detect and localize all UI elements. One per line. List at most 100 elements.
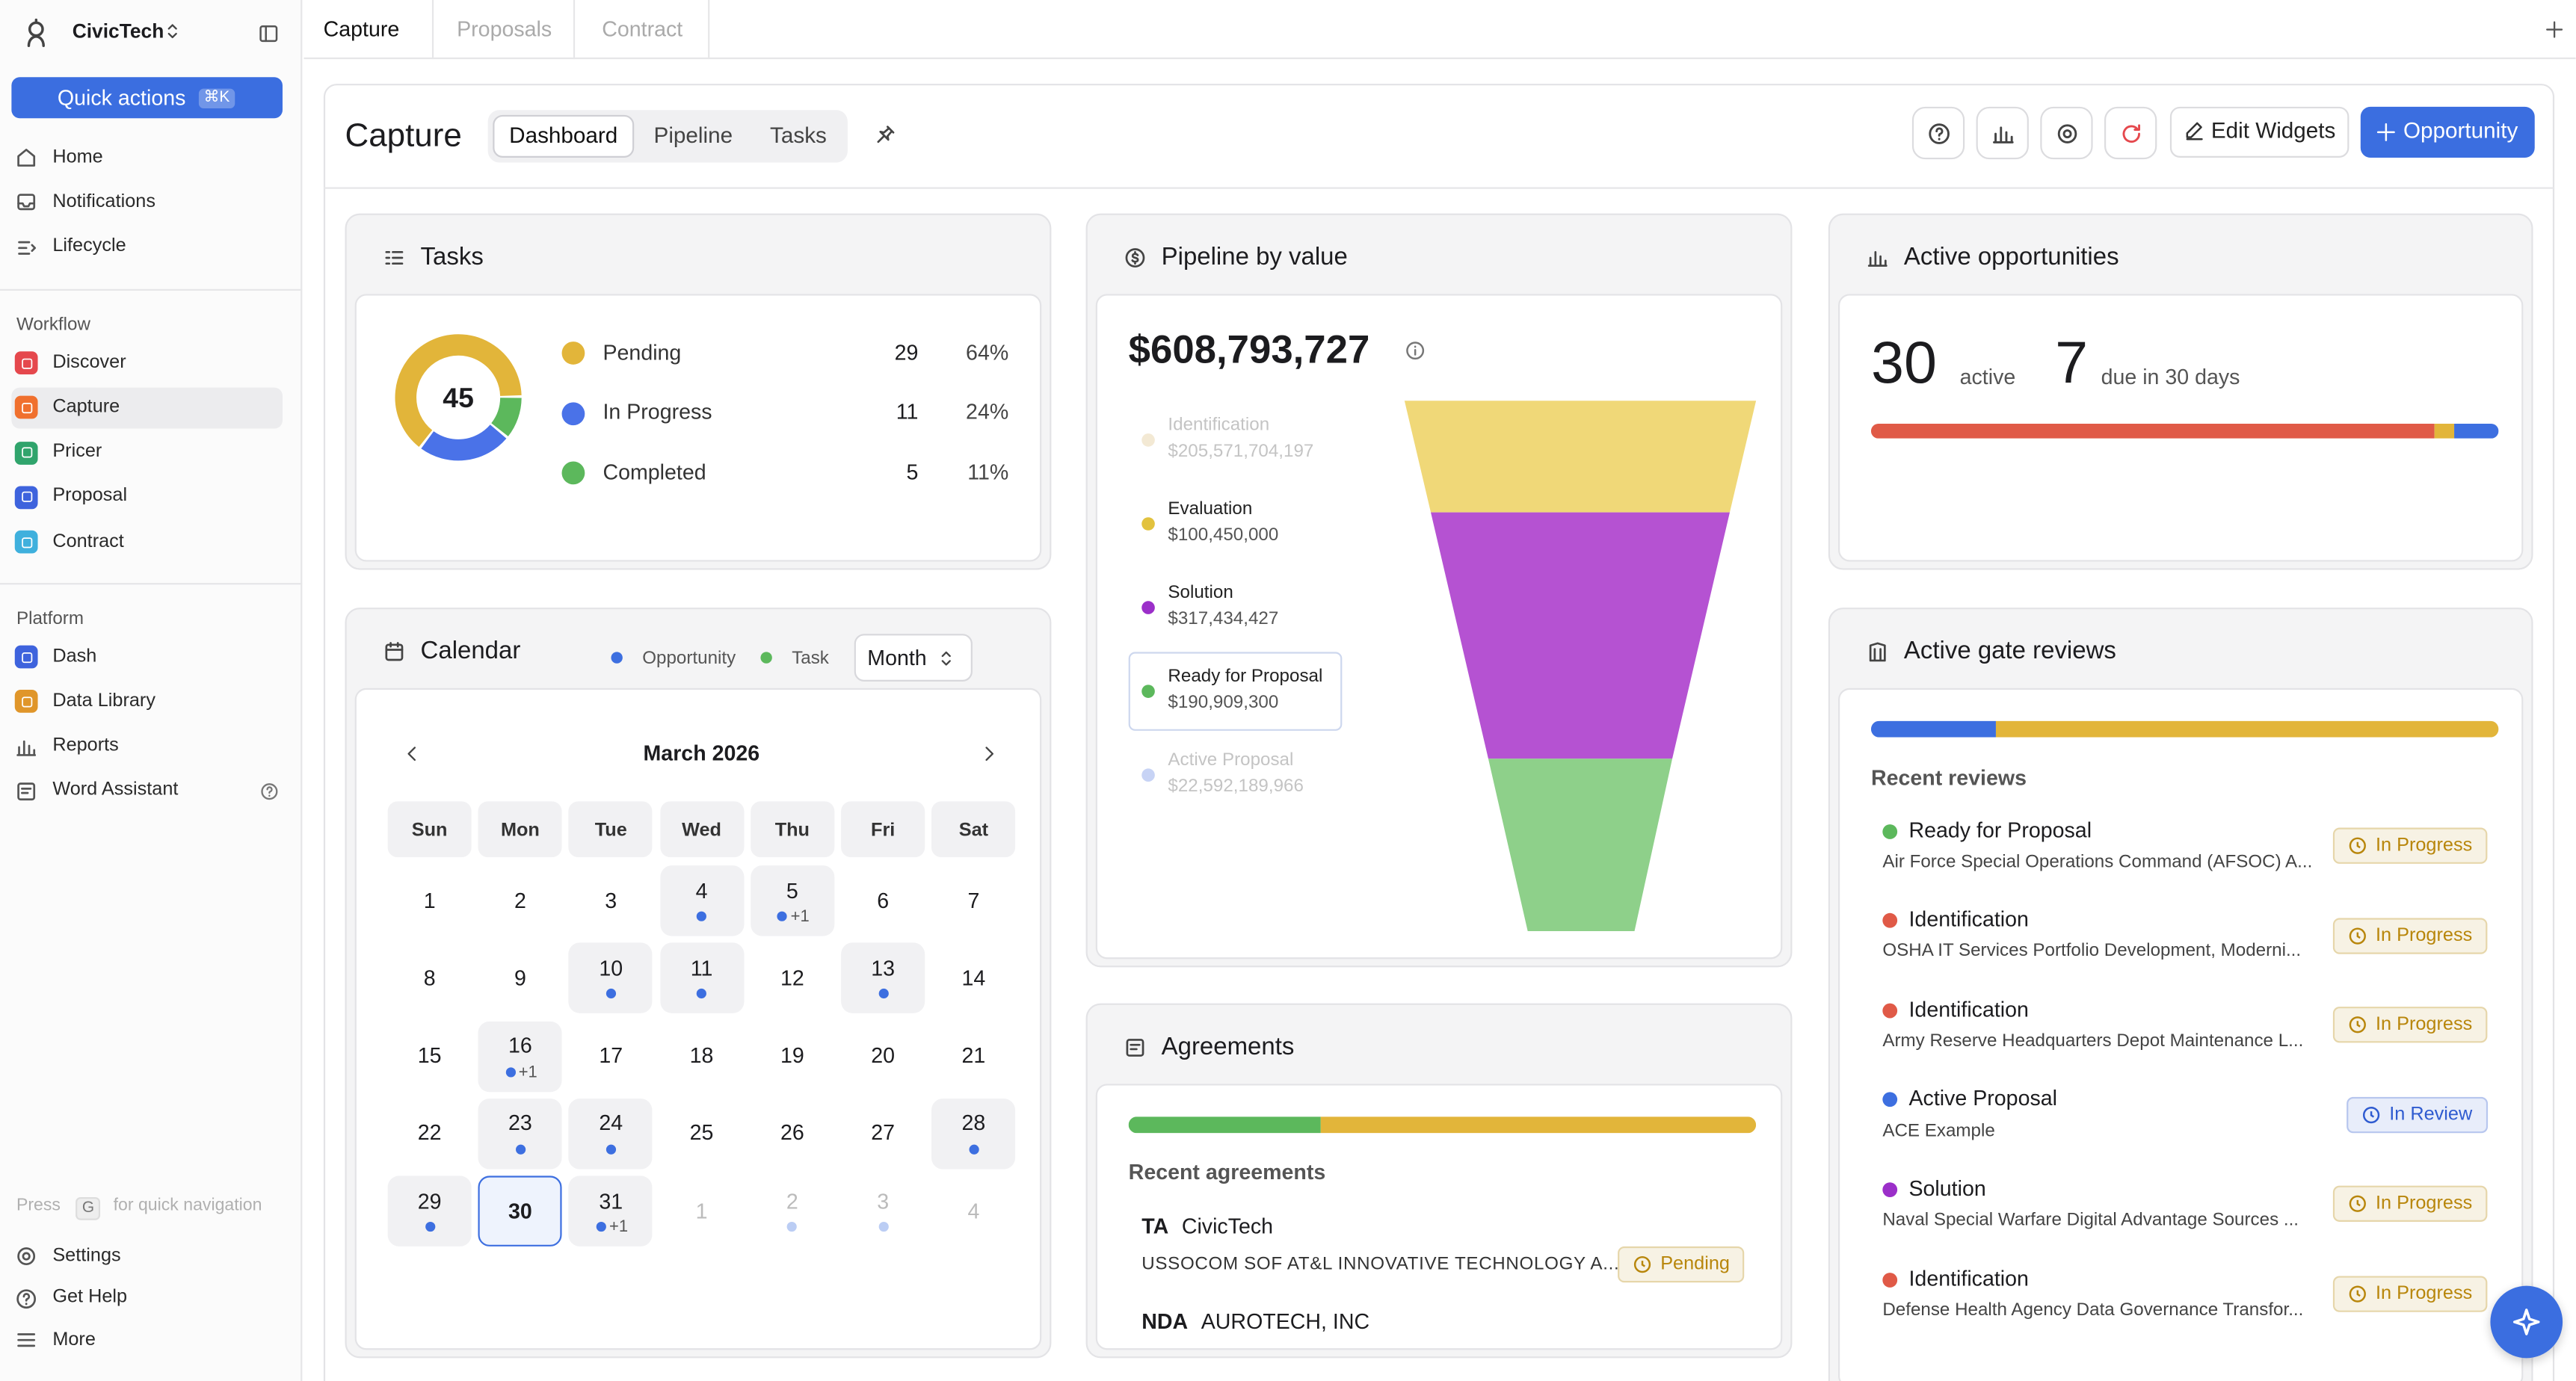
assistant-button[interactable] xyxy=(2490,1285,2563,1359)
task-count: 11 xyxy=(896,399,919,424)
widget-icon xyxy=(1869,642,1886,662)
section-subtitle: Recent agreements xyxy=(1128,1158,1326,1184)
nav-glyph xyxy=(21,492,32,503)
weekday-label: Wed xyxy=(682,820,721,841)
widget-icon-part xyxy=(1130,1043,1141,1051)
legend-dot xyxy=(760,652,772,664)
nav-glyph-part xyxy=(21,447,32,458)
badge-label: In Review xyxy=(2389,1105,2473,1125)
nav-icon xyxy=(17,149,36,167)
sidebar-collapse-part xyxy=(259,25,278,43)
review-stage[interactable]: Ready for Proposal xyxy=(1908,817,2092,842)
day-cell[interactable] xyxy=(569,1175,653,1247)
day-cell[interactable] xyxy=(569,943,653,1014)
review-stage[interactable]: Identification xyxy=(1908,996,2029,1022)
stage-value: $205,571,704,197 xyxy=(1168,441,1314,462)
widget-icon-part xyxy=(1125,248,1145,268)
event-dot xyxy=(515,1144,526,1155)
day-cell[interactable] xyxy=(478,1098,562,1170)
badge-icon-part xyxy=(2349,1016,2366,1034)
day-number: 27 xyxy=(871,1120,896,1146)
stage-dot xyxy=(1882,1271,1898,1287)
quick-actions-button[interactable] xyxy=(11,77,283,119)
widget-icon-part xyxy=(1867,250,1888,267)
widget-title: Agreements xyxy=(1161,1033,1295,1062)
agreement-heading[interactable]: NDA AUROTECH, INC xyxy=(1141,1307,1369,1335)
prev-month-part xyxy=(407,747,416,761)
edit-icon xyxy=(2186,122,2203,140)
day-cell[interactable] xyxy=(931,1098,1016,1170)
day-cell[interactable] xyxy=(841,943,925,1014)
widget-icon xyxy=(385,642,404,661)
day-cell[interactable] xyxy=(750,865,834,936)
hint-press: Press xyxy=(16,1196,61,1216)
stage-value: $22,592,189,966 xyxy=(1168,776,1304,797)
day-cell[interactable] xyxy=(659,943,744,1014)
day-number: 6 xyxy=(877,887,890,912)
day-cell[interactable] xyxy=(478,1020,562,1092)
tab[interactable] xyxy=(304,0,434,60)
day-cell[interactable] xyxy=(569,1098,653,1170)
button-icon-part xyxy=(2062,129,2071,138)
stage-dot xyxy=(1141,517,1155,531)
event-dot xyxy=(787,1222,798,1232)
tab[interactable] xyxy=(575,0,710,60)
day-number: 13 xyxy=(871,955,896,980)
button-icon-part xyxy=(1991,126,2013,143)
new-opportunity-label: Opportunity xyxy=(2403,118,2518,143)
day-cell[interactable] xyxy=(387,1175,472,1247)
day-number: 5 xyxy=(786,877,798,903)
day-number: 1 xyxy=(423,887,436,912)
review-stage[interactable]: Identification xyxy=(1908,1265,2029,1291)
badge-label: In Progress xyxy=(2375,1015,2473,1035)
plus-icon-part xyxy=(2376,123,2395,141)
brand-logo xyxy=(27,18,45,47)
nav-icon-part xyxy=(17,194,36,211)
stage-selected[interactable] xyxy=(1128,652,1343,731)
nav-glyph xyxy=(21,402,32,413)
weekday-cell xyxy=(659,801,744,858)
view-tab[interactable] xyxy=(493,114,635,158)
icon-button[interactable] xyxy=(1976,106,2029,160)
widget-icon-part xyxy=(385,642,404,651)
widget-icon-part xyxy=(1126,1039,1144,1057)
badge-icon xyxy=(2349,1285,2366,1303)
tab[interactable] xyxy=(434,0,576,60)
event-dot xyxy=(878,1222,888,1232)
day-cell[interactable] xyxy=(478,1175,562,1247)
day-cell[interactable] xyxy=(659,865,744,936)
info-icon-part xyxy=(1406,342,1425,360)
review-org: Air Force Special Operations Command (AF… xyxy=(1882,852,2313,872)
badge-icon-part xyxy=(2356,931,2361,939)
day-number: 1 xyxy=(695,1198,708,1223)
day-number: 30 xyxy=(508,1198,532,1223)
task-status: Completed xyxy=(603,459,706,484)
nav-icon xyxy=(14,645,38,669)
review-stage[interactable]: Solution xyxy=(1908,1175,1986,1201)
nav-icon xyxy=(17,782,36,800)
icon-button[interactable] xyxy=(2104,106,2157,160)
status-badge: In Review xyxy=(2347,1096,2488,1133)
hint-key: G xyxy=(76,1196,101,1221)
status-badge: In Progress xyxy=(2332,1007,2488,1043)
widget-title: Tasks xyxy=(420,243,484,272)
legend-dot xyxy=(611,652,623,664)
agreement-heading[interactable]: TA CivicTech xyxy=(1141,1212,1273,1240)
event-dot xyxy=(696,989,707,999)
review-stage[interactable]: Active Proposal xyxy=(1908,1086,2057,1111)
tab-bar xyxy=(303,0,2576,60)
section-title: Platform xyxy=(16,608,84,629)
stage-name: Ready for Proposal xyxy=(1168,666,1323,687)
new-tab xyxy=(2546,21,2563,38)
hint-text: for quick navigation xyxy=(113,1196,262,1216)
divider xyxy=(0,288,303,291)
review-stage[interactable]: Identification xyxy=(1908,906,2029,932)
button-icon xyxy=(2056,123,2077,143)
edit-widgets-button[interactable] xyxy=(2169,106,2349,158)
widget-body: March 2026 Sun Mon Tue Wed Thu Fri Sat 1 2 3 4 5 +1 6 7… xyxy=(354,688,1042,1350)
view-select[interactable] xyxy=(854,634,973,682)
nav-item[interactable] xyxy=(11,387,283,429)
nav-glyph-part xyxy=(21,492,32,503)
legend-label: Task xyxy=(792,648,829,669)
icon-button[interactable] xyxy=(2040,106,2093,160)
